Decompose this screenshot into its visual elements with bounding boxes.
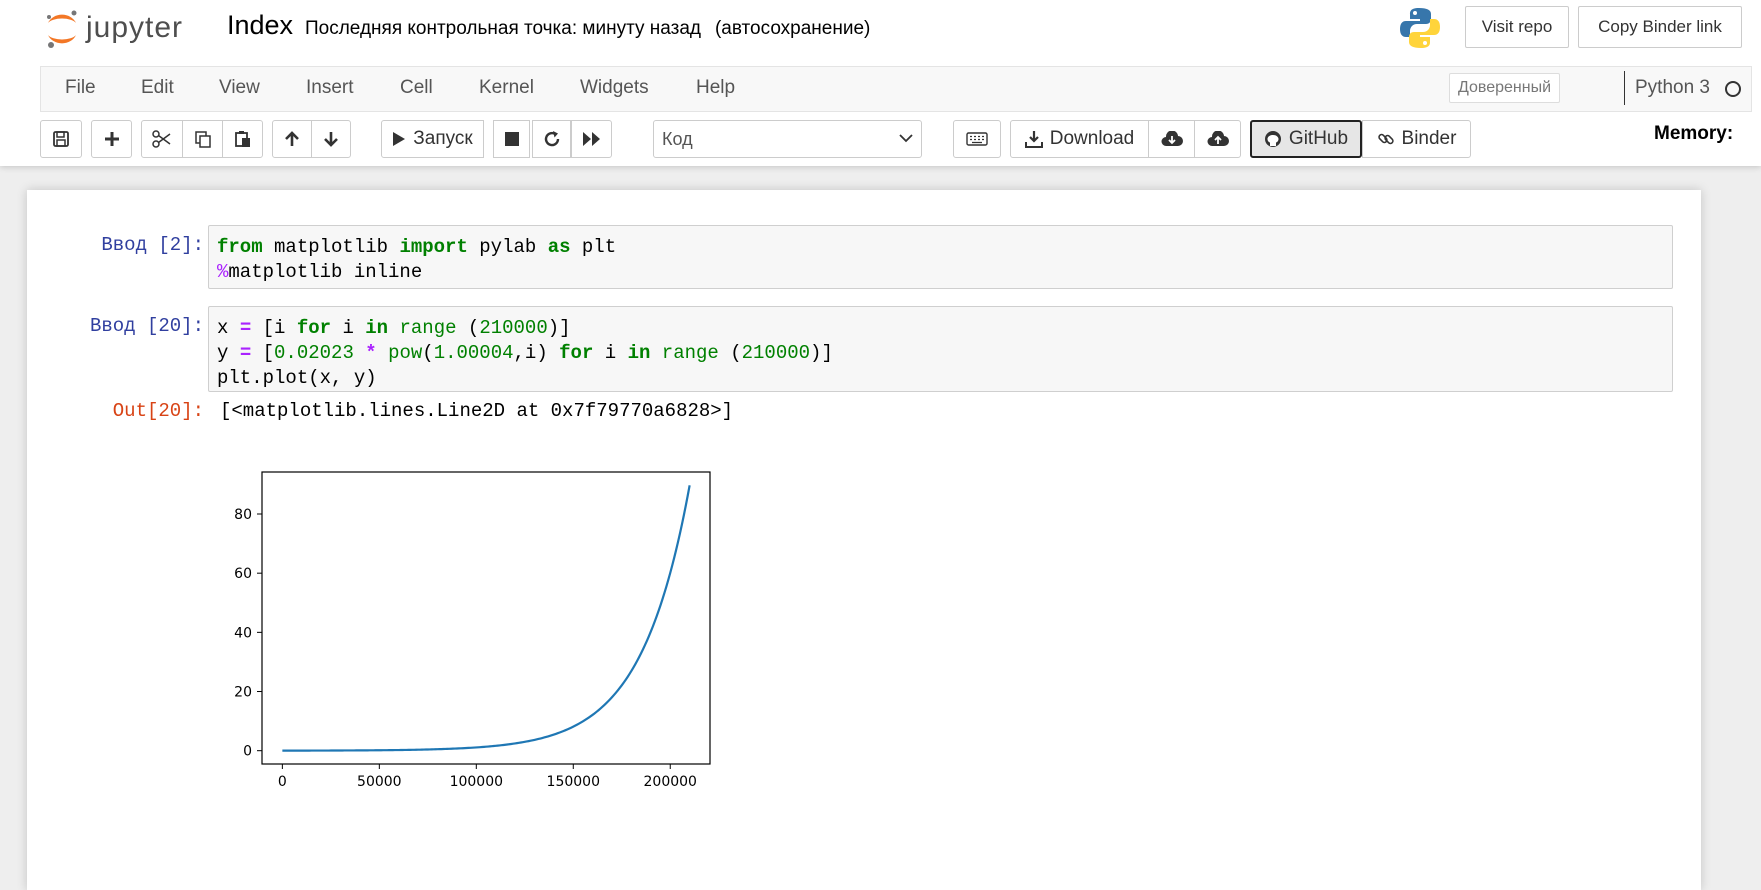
cloud-download-icon [1161, 131, 1183, 146]
run-button[interactable]: Запуск [381, 120, 484, 158]
checkpoint-status: Последняя контрольная точка: минуту наза… [305, 18, 870, 40]
cut-button[interactable] [141, 120, 183, 158]
move-up-button[interactable] [272, 120, 312, 158]
refresh-icon [544, 131, 559, 147]
menu-widgets[interactable]: Widgets [580, 77, 649, 98]
move-down-button[interactable] [311, 120, 351, 158]
copy-button[interactable] [182, 120, 223, 158]
copy-icon [194, 131, 211, 148]
y-tick-label: 0 [243, 744, 252, 760]
github-button[interactable]: GitHub [1250, 120, 1362, 158]
download-button[interactable]: Download [1010, 120, 1149, 158]
save-button[interactable] [40, 120, 82, 158]
arrow-down-icon [324, 132, 338, 147]
restart-kernel-button[interactable] [532, 120, 571, 158]
kernel-separator [1624, 71, 1625, 105]
menu-bar: File Edit View Insert Cell Kernel Widget… [40, 66, 1752, 112]
notebook-name[interactable]: Index [227, 10, 294, 40]
paste-button[interactable] [222, 120, 263, 158]
cell-1-code[interactable]: from matplotlib import pylab as plt %mat… [208, 225, 1673, 289]
github-label: GitHub [1288, 128, 1349, 149]
insert-cell-button[interactable] [91, 120, 132, 158]
kernel-name[interactable]: Python 3 [1635, 77, 1710, 98]
binder-label: Binder [1401, 128, 1457, 149]
menu-edit[interactable]: Edit [141, 77, 174, 98]
download-icon [1024, 131, 1043, 148]
fast-forward-icon [582, 132, 600, 146]
menu-view[interactable]: View [219, 77, 260, 98]
x-tick-label: 50000 [357, 774, 402, 790]
plus-icon [104, 132, 119, 146]
series-line-0 [282, 485, 691, 752]
x-tick-label: 200000 [644, 774, 697, 790]
cell-1-prompt: Ввод [2]: [101, 234, 204, 256]
command-palette-button[interactable] [953, 120, 1001, 158]
arrow-up-icon [285, 131, 299, 146]
menu-file[interactable]: File [65, 77, 96, 98]
trusted-indicator[interactable]: Доверенный [1449, 73, 1561, 103]
interrupt-button[interactable] [493, 120, 530, 158]
y-tick-label: 40 [234, 625, 252, 641]
cell-type-select[interactable]: Код [653, 120, 922, 158]
download-label: Download [1049, 128, 1135, 149]
link-icon [1377, 133, 1394, 145]
menu-insert[interactable]: Insert [306, 77, 354, 98]
menu-cell[interactable]: Cell [400, 77, 433, 98]
autosave-status: (автосохранение) [714, 18, 871, 39]
menu-help[interactable]: Help [696, 77, 736, 98]
cell-2-code[interactable]: x = [i for i in range (210000)] y = [0.0… [208, 306, 1673, 392]
output-prompt: Out[20]: [112, 400, 204, 422]
cloud-upload-icon [1207, 131, 1229, 146]
memory-indicator: Memory: [1654, 123, 1734, 144]
cloud-download-button[interactable] [1148, 120, 1195, 158]
top-bar: jupyter Index Последняя контрольная точк… [0, 0, 1761, 58]
restart-run-all-button[interactable] [571, 120, 612, 158]
github-icon [1264, 131, 1281, 147]
toolbar: Запуск Код Download GitHub [40, 120, 1752, 160]
play-icon [393, 132, 406, 146]
y-tick-label: 60 [234, 566, 252, 582]
scissors-icon [152, 130, 171, 148]
kernel-status-icon [1725, 81, 1741, 97]
y-tick-label: 20 [234, 685, 252, 701]
notebook-header: jupyter Index Последняя контрольная точк… [0, 0, 1761, 166]
chevron-down-icon [899, 134, 913, 143]
output-text: [<matplotlib.lines.Line2D at 0x7f79770a6… [220, 400, 734, 422]
run-label: Запуск [413, 128, 473, 149]
menu-kernel[interactable]: Kernel [479, 77, 534, 98]
cloud-upload-button[interactable] [1194, 120, 1241, 158]
line-chart: 0 50000 100000 150000 200000 0 20 40 60 80 [234, 471, 711, 790]
code-line: y = [0.02023 * pow(1.00004,i) for i in r… [217, 342, 833, 364]
save-icon [53, 131, 69, 147]
x-tick-label: 0 [278, 774, 287, 790]
copy-binder-link-button[interactable]: Copy Binder link [1578, 6, 1742, 48]
code-line: %matplotlib inline [217, 261, 423, 283]
binder-button[interactable]: Binder [1362, 120, 1471, 158]
checkpoint-text: Последняя контрольная точка: минуту наза… [305, 18, 701, 39]
stop-icon [504, 132, 519, 146]
cell-2-prompt: Ввод [20]: [89, 315, 204, 337]
plot-area [261, 471, 711, 765]
y-tick-label: 80 [234, 507, 252, 523]
code-line: x = [i for i in range (210000)] [217, 317, 571, 339]
jupyter-logo[interactable]: jupyter [44, 4, 183, 52]
visit-repo-button[interactable]: Visit repo [1465, 6, 1569, 48]
x-tick-label: 150000 [547, 774, 600, 790]
jupyter-logo-icon [47, 10, 77, 48]
code-line: plt.plot(x, y) [217, 367, 377, 389]
cell-type-value: Код [662, 128, 693, 149]
paste-icon [234, 131, 250, 147]
code-line: from matplotlib import pylab as plt [217, 236, 617, 258]
jupyter-logo-text: jupyter [86, 11, 184, 44]
keyboard-icon [966, 132, 988, 146]
python-logo-icon [1398, 6, 1442, 55]
x-tick-label: 100000 [450, 774, 503, 790]
notebook-container: Ввод [2]: from matplotlib import pylab a… [27, 190, 1701, 890]
